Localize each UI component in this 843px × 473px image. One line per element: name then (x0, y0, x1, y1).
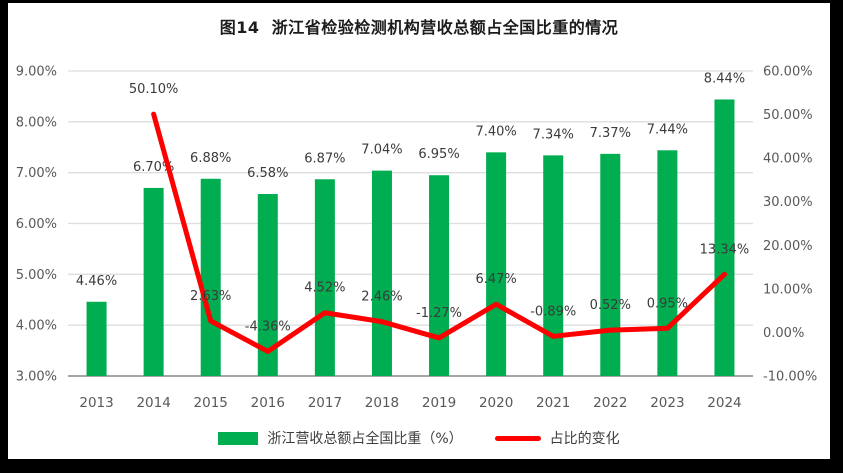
right-axis-tick-label: 20.00% (763, 239, 813, 254)
line-data-label: 50.10% (129, 82, 179, 97)
legend-line-swatch-icon (494, 435, 541, 441)
bar-2013 (86, 301, 107, 376)
right-axis-tick-label: 30.00% (763, 195, 813, 210)
bar-data-label: 6.87% (304, 151, 345, 166)
left-axis-tick-label: 8.00% (16, 115, 57, 130)
bar-2024 (714, 99, 735, 376)
x-axis-label: 2013 (79, 395, 113, 411)
bar-data-label: 8.44% (704, 71, 745, 86)
bar-2017 (314, 179, 335, 376)
bar-data-label: 6.58% (247, 166, 288, 181)
bar-data-label: 6.95% (418, 147, 459, 162)
line-data-label: 2.63% (190, 289, 231, 304)
line-data-label: 13.34% (700, 242, 750, 257)
left-axis-tick-label: 5.00% (16, 268, 57, 283)
legend-bar-label: 浙江营收总额占全国比重（%） (267, 431, 463, 447)
left-axis-tick-label: 7.00% (16, 166, 57, 181)
bar-data-label: 7.34% (533, 127, 574, 142)
line-data-label: -4.36% (245, 319, 291, 334)
bar-2016 (257, 194, 278, 376)
legend-line-label: 占比的变化 (549, 431, 620, 447)
chart-panel: 图14 浙江省检验检测机构营收总额占全国比重的情况 9.00% 8.00% 7.00… (8, 3, 830, 459)
line-data-label: -1.27% (416, 306, 462, 321)
x-axis-label: 2019 (422, 395, 456, 411)
line-data-label: 0.95% (647, 296, 688, 311)
left-axis-tick-label: 9.00% (16, 65, 57, 80)
bar-2019 (429, 175, 450, 376)
chart-title: 图14 浙江省检验检测机构营收总额占全国比重的情况 (219, 18, 619, 37)
line-data-label: 0.52% (590, 298, 631, 313)
bar-data-label: 4.46% (76, 274, 117, 289)
line-data-label: 6.47% (475, 272, 516, 287)
right-axis-tick-label: 0.00% (763, 326, 804, 341)
chart-plot: 9.00% 8.00% 7.00% 6.00% 5.00% 4.00% 3.00% 60.00… (16, 65, 818, 412)
bar-data-label: 7.04% (361, 143, 402, 158)
line-data-label: 2.46% (361, 290, 402, 305)
x-axis-label: 2024 (707, 395, 741, 411)
right-axis-tick-label: 10.00% (763, 282, 813, 297)
line-data-label: -0.89% (530, 304, 576, 319)
bar-2020 (486, 152, 507, 376)
chart-legend: 浙江营收总额占全国比重（%） 占比的变化 (8, 428, 830, 448)
bar-2018 (371, 170, 392, 376)
left-axis-tick-label: 3.00% (16, 370, 57, 385)
bar-data-label: 6.88% (190, 151, 231, 166)
legend-bar-swatch-icon (218, 431, 259, 445)
x-axis-label: 2014 (136, 395, 170, 411)
x-axis-label: 2015 (194, 395, 228, 411)
bar-data-label: 7.40% (475, 124, 516, 139)
right-axis-tick-label: 40.00% (763, 152, 813, 167)
x-axis-label: 2018 (365, 395, 399, 411)
left-axis-tick-label: 4.00% (16, 319, 57, 334)
x-axis-label: 2017 (308, 395, 342, 411)
line-data-label: 4.52% (304, 281, 345, 296)
bar-data-label: 6.70% (133, 160, 174, 175)
left-axis-tick-label: 6.00% (16, 217, 57, 232)
bar-data-label: 7.44% (647, 122, 688, 137)
x-axis-label: 2016 (251, 395, 285, 411)
bar-2015 (200, 178, 221, 376)
right-axis-tick-label: 60.00% (763, 65, 813, 80)
x-axis-label: 2022 (593, 395, 627, 411)
bar-2022 (600, 153, 621, 376)
right-axis-tick-label: 50.00% (763, 108, 813, 123)
right-axis-tick-label: -10.00% (763, 370, 817, 385)
bar-2023 (657, 150, 678, 376)
bar-data-label: 7.37% (590, 126, 631, 141)
bar-2014 (143, 187, 164, 376)
x-axis-label: 2020 (479, 395, 513, 411)
x-axis-label: 2021 (536, 395, 570, 411)
trend-line (151, 111, 727, 354)
bar-2021 (543, 155, 564, 376)
x-axis-label: 2023 (650, 395, 684, 411)
